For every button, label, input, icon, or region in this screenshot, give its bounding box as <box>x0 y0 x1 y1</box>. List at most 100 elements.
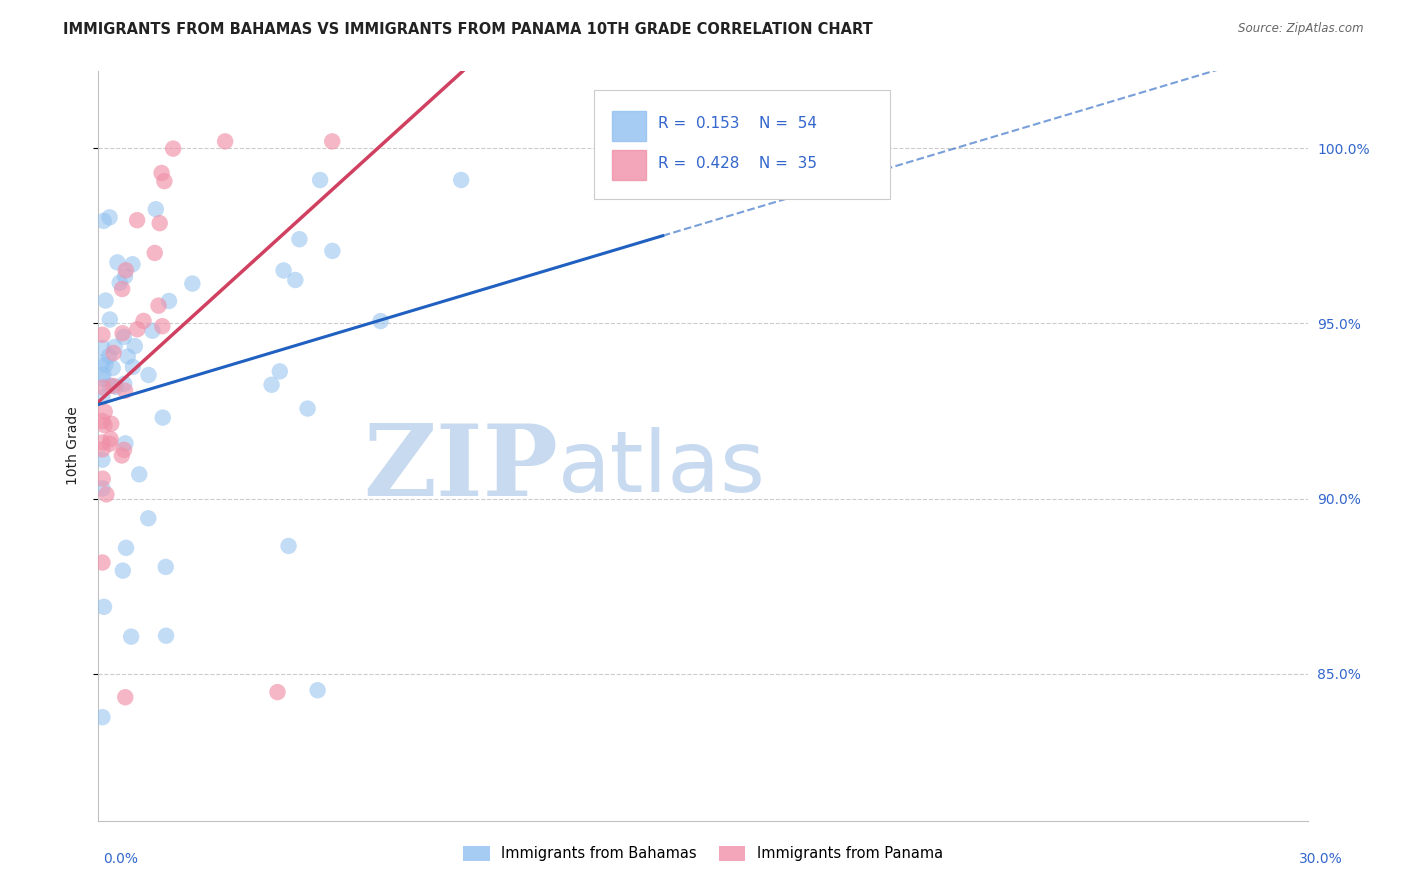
Point <box>141 324 163 338</box>
Text: R =  0.428    N =  35: R = 0.428 N = 35 <box>658 156 817 171</box>
Point <box>150 319 173 334</box>
Text: R =  0.153    N =  54: R = 0.153 N = 54 <box>658 116 817 131</box>
Point <box>127 322 149 336</box>
Point <box>91 380 114 394</box>
Point <box>93 418 115 433</box>
Bar <box>613 150 647 180</box>
Point <box>98 312 121 326</box>
Point <box>114 690 136 705</box>
Point <box>121 257 143 271</box>
Point <box>111 564 134 578</box>
Point <box>91 710 114 724</box>
Point <box>98 436 121 450</box>
Point <box>150 166 173 180</box>
Text: IMMIGRANTS FROM BAHAMAS VS IMMIGRANTS FROM PANAMA 10TH GRADE CORRELATION CHART: IMMIGRANTS FROM BAHAMAS VS IMMIGRANTS FR… <box>63 22 873 37</box>
Point <box>93 214 115 228</box>
Point <box>120 630 142 644</box>
Point <box>138 368 160 382</box>
Point <box>91 390 114 404</box>
Point <box>101 379 124 393</box>
Point <box>91 472 114 486</box>
Point <box>143 246 166 260</box>
Point <box>277 539 299 553</box>
Point <box>148 299 170 313</box>
Point <box>93 599 115 614</box>
Point <box>128 467 150 482</box>
Point <box>321 244 343 258</box>
Point <box>157 293 180 308</box>
Point <box>93 405 115 419</box>
Point <box>107 255 129 269</box>
Text: 0.0%: 0.0% <box>103 852 138 866</box>
Point <box>149 216 172 230</box>
Point <box>284 273 307 287</box>
Text: ZIP: ZIP <box>363 420 558 517</box>
Point <box>145 202 167 217</box>
Text: atlas: atlas <box>558 427 766 510</box>
Point <box>136 511 159 525</box>
Point <box>288 232 311 246</box>
Point <box>127 213 149 227</box>
Point <box>91 341 114 355</box>
Point <box>115 541 138 555</box>
Point <box>101 361 124 376</box>
Point <box>114 269 136 284</box>
Point <box>91 414 114 428</box>
Point <box>260 377 283 392</box>
Text: Source: ZipAtlas.com: Source: ZipAtlas.com <box>1239 22 1364 36</box>
Point <box>450 173 472 187</box>
Point <box>91 435 114 450</box>
Point <box>370 314 392 328</box>
Legend: Immigrants from Bahamas, Immigrants from Panama: Immigrants from Bahamas, Immigrants from… <box>457 840 949 867</box>
Point <box>103 346 125 360</box>
Point <box>152 410 174 425</box>
Point <box>114 436 136 450</box>
FancyBboxPatch shape <box>595 90 890 199</box>
Point <box>93 368 115 382</box>
Point <box>111 449 134 463</box>
Point <box>269 364 291 378</box>
Point <box>91 442 114 457</box>
Point <box>273 263 295 277</box>
Point <box>214 135 236 149</box>
Text: 30.0%: 30.0% <box>1299 852 1343 866</box>
Point <box>309 173 332 187</box>
Point <box>100 432 122 446</box>
Point <box>181 277 204 291</box>
Point <box>132 314 155 328</box>
Point <box>94 293 117 308</box>
Point <box>266 685 288 699</box>
Point <box>124 339 146 353</box>
Y-axis label: 10th Grade: 10th Grade <box>66 407 80 485</box>
Point <box>98 349 121 363</box>
Point <box>111 282 134 296</box>
Point <box>91 372 114 386</box>
Point <box>104 340 127 354</box>
Point <box>91 327 114 342</box>
Point <box>91 482 114 496</box>
Point <box>91 356 114 370</box>
Point <box>114 263 136 277</box>
Point <box>297 401 319 416</box>
Point <box>112 376 135 391</box>
Point <box>111 326 134 341</box>
Point <box>155 560 177 574</box>
Bar <box>613 112 647 141</box>
Point <box>155 629 177 643</box>
Point <box>112 330 135 344</box>
Point <box>96 487 118 501</box>
Point <box>100 417 122 431</box>
Point <box>104 380 127 394</box>
Point <box>98 211 121 225</box>
Point <box>91 452 114 467</box>
Point <box>112 442 135 457</box>
Point <box>121 359 143 374</box>
Point <box>307 683 329 698</box>
Point <box>98 378 121 392</box>
Point <box>114 384 136 398</box>
Point <box>321 135 343 149</box>
Point <box>117 350 139 364</box>
Point <box>162 142 184 156</box>
Point <box>153 174 176 188</box>
Point <box>91 556 114 570</box>
